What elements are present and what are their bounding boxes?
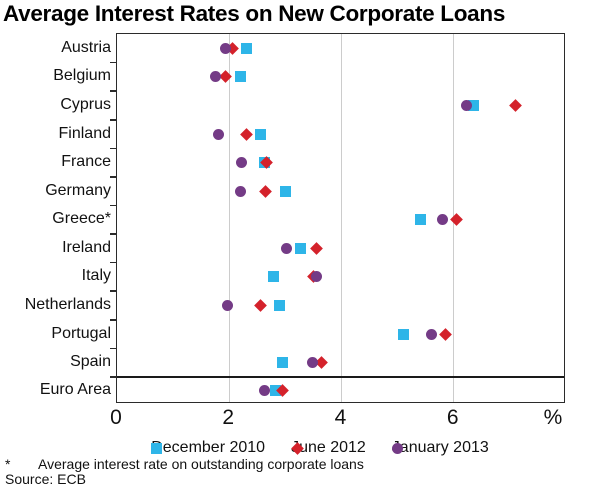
legend-item: December 2010 (151, 439, 265, 457)
gridline (228, 34, 230, 402)
y-axis-tick (110, 319, 117, 321)
legend: December 2010 June 2012 January 2013 (40, 437, 600, 459)
category-label: Finland (58, 124, 111, 142)
y-axis-tick (110, 176, 117, 178)
y-axis-tick (110, 233, 117, 235)
data-point-square (279, 185, 291, 197)
data-point-diamond (253, 299, 267, 312)
data-point-square (295, 242, 307, 254)
data-point-circle (460, 99, 472, 111)
data-point-circle (234, 185, 246, 197)
data-point-circle (222, 300, 234, 312)
category-label: Austria (61, 38, 111, 56)
category-label: Netherlands (24, 296, 111, 314)
y-axis-tick (110, 61, 117, 64)
data-point-circle (219, 42, 231, 54)
y-axis-tick (110, 90, 117, 92)
y-axis-tick (110, 204, 117, 207)
data-point-circle (258, 385, 270, 396)
y-axis-tick (110, 376, 117, 378)
category-label: Germany (45, 181, 111, 199)
data-point-square (277, 357, 289, 369)
y-axis-tick (110, 118, 117, 121)
y-axis-tick (110, 290, 117, 293)
data-point-square (267, 271, 279, 283)
category-label: Italy (81, 267, 111, 285)
data-point-square (414, 214, 426, 226)
legend-label: January 2013 (391, 439, 489, 456)
category-label: Greece* (52, 210, 111, 228)
data-point-square (254, 128, 266, 140)
footnote-text: Average interest rate on outstanding cor… (38, 456, 364, 472)
category-label: Cyprus (60, 95, 111, 113)
data-point-circle (210, 71, 222, 83)
x-tick-label: 2 (222, 406, 235, 429)
data-point-circle (437, 214, 449, 226)
data-point-diamond (450, 213, 463, 227)
data-point-diamond (309, 242, 323, 255)
data-point-circle (213, 128, 225, 140)
data-point-diamond (438, 327, 452, 341)
data-point-diamond (239, 127, 253, 141)
square-legend-icon (151, 442, 163, 454)
data-point-diamond (509, 99, 522, 112)
source-text: Source: ECB (5, 471, 86, 487)
data-point-circle (425, 328, 437, 340)
category-label: Belgium (53, 67, 111, 85)
data-point-square (274, 300, 286, 312)
data-point-diamond (259, 184, 273, 198)
y-axis-tick (110, 347, 117, 350)
y-axis-tick (110, 261, 117, 264)
legend-label: December 2010 (151, 439, 266, 456)
x-tick-label: 6 (446, 406, 459, 429)
y-axis-tick (110, 147, 117, 150)
data-point-square (234, 71, 246, 83)
data-point-square (240, 42, 252, 54)
category-label: Ireland (62, 238, 111, 256)
category-label: Portugal (51, 324, 111, 342)
euro-area-separator-line (117, 376, 564, 378)
circle-legend-icon (391, 442, 403, 454)
category-label: Euro Area (39, 381, 111, 398)
category-label: France (61, 153, 111, 171)
chart-title: Average Interest Rates on New Corporate … (3, 1, 506, 26)
x-tick-label: 0 (110, 406, 122, 429)
footnote-symbol: * (5, 456, 11, 472)
data-point-square (397, 328, 409, 340)
data-point-circle (311, 271, 323, 283)
x-axis-unit-label: % (543, 406, 563, 429)
category-label: Spain (70, 353, 111, 371)
legend-item: January 2013 (391, 439, 489, 457)
gridline (341, 34, 342, 402)
data-point-circle (306, 357, 318, 369)
x-tick-label: 4 (334, 406, 347, 429)
legend-item: June 2012 (291, 439, 366, 457)
legend-label: June 2012 (291, 439, 366, 456)
data-point-square (467, 99, 479, 111)
plot-area (110, 33, 565, 403)
data-point-circle (280, 242, 292, 254)
data-point-circle (236, 157, 248, 169)
